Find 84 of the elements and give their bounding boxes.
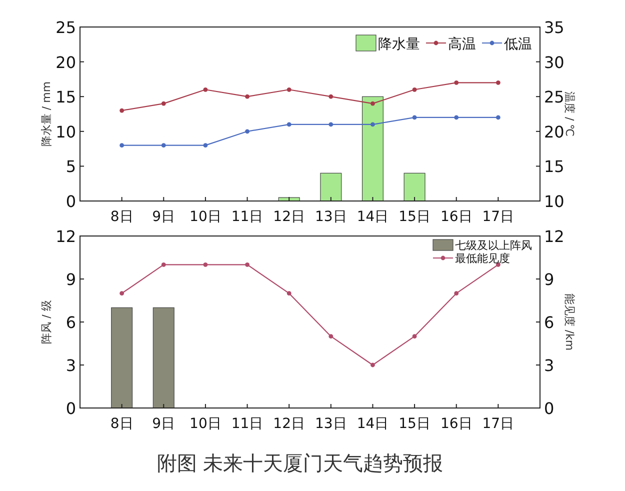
point — [245, 262, 250, 267]
point — [454, 115, 459, 120]
y-tick-label: 12 — [56, 227, 76, 246]
x-tick-label: 11日 — [231, 209, 264, 225]
legend-label: 低温 — [504, 36, 532, 52]
x-tick-label: 12日 — [273, 416, 306, 432]
x-tick-label: 10日 — [190, 209, 222, 225]
x-tick-label: 8日 — [110, 416, 134, 432]
point — [161, 143, 166, 148]
x-tick-label: 17日 — [482, 416, 514, 432]
y2-axis-title: 温度 / ℃ — [563, 91, 576, 137]
x-tick-label: 8日 — [110, 209, 134, 225]
x-tick-label: 16日 — [440, 416, 472, 432]
legend-label: 高温 — [448, 36, 476, 52]
x-tick-label: 9日 — [152, 209, 176, 225]
point — [328, 94, 334, 99]
point — [412, 87, 417, 92]
y-tick-label: 5 — [66, 157, 76, 176]
x-tick-label: 10日 — [190, 416, 222, 432]
point — [496, 80, 500, 85]
legend-label: 最低能见度 — [455, 252, 510, 266]
bar — [404, 172, 426, 202]
y2-tick-label: 6 — [544, 313, 554, 332]
x-tick-label: 11日 — [231, 416, 264, 432]
point — [454, 80, 459, 85]
point — [245, 94, 250, 99]
point — [203, 87, 208, 92]
y2-tick-label: 25 — [544, 88, 564, 107]
y-tick-label: 3 — [66, 356, 76, 375]
legend-label: 降水量 — [378, 36, 420, 52]
point — [328, 334, 334, 339]
y2-axis-title: 能见度 /km — [563, 293, 576, 351]
point — [412, 334, 417, 339]
point — [120, 108, 124, 113]
y2-tick-label: 15 — [544, 157, 564, 176]
y-tick-label: 0 — [66, 399, 76, 418]
point — [496, 115, 500, 120]
point — [286, 122, 292, 127]
y-tick-label: 6 — [66, 313, 76, 332]
legend-label: 七级及以上阵风 — [455, 239, 532, 252]
point — [161, 262, 166, 267]
y2-tick-label: 3 — [544, 356, 554, 375]
y-tick-label: 9 — [66, 270, 76, 289]
y2-tick-label: 9 — [544, 270, 554, 289]
x-tick-label: 9日 — [152, 416, 176, 432]
point — [245, 129, 250, 134]
point — [161, 101, 166, 106]
point — [328, 122, 334, 127]
y-axis-title: 降水量 / mm — [40, 81, 53, 147]
x-tick-label: 16日 — [440, 209, 472, 225]
y2-tick-label: 10 — [544, 192, 564, 211]
y2-tick-label: 20 — [544, 122, 564, 142]
point — [120, 291, 124, 296]
point — [370, 362, 375, 368]
point — [203, 143, 208, 148]
bar — [320, 172, 342, 202]
x-tick-label: 17日 — [482, 209, 514, 225]
y-tick-label: 20 — [56, 52, 76, 72]
x-tick-label: 14日 — [356, 416, 389, 432]
point — [120, 143, 124, 148]
point — [454, 291, 459, 296]
x-tick-label: 15日 — [398, 209, 430, 225]
point — [370, 122, 375, 127]
point — [370, 101, 375, 106]
bar — [362, 96, 384, 202]
point — [203, 262, 208, 267]
x-tick-label: 15日 — [398, 416, 430, 432]
y-tick-label: 25 — [56, 18, 76, 37]
x-tick-label: 14日 — [356, 209, 389, 225]
y2-tick-label: 30 — [544, 52, 564, 72]
y-axis-title: 阵风 / 级 — [40, 300, 53, 344]
x-tick-label: 13日 — [314, 209, 347, 225]
y-tick-label: 0 — [66, 192, 76, 211]
y2-tick-label: 0 — [544, 399, 554, 418]
y-tick-label: 15 — [56, 88, 76, 107]
point — [286, 87, 292, 92]
y2-tick-label: 35 — [544, 18, 564, 37]
x-tick-label: 12日 — [273, 209, 306, 225]
text: 附图 未来十天厦门天气趋势预报 — [156, 451, 444, 475]
x-tick-label: 13日 — [314, 416, 347, 432]
y-tick-label: 10 — [56, 122, 76, 142]
point — [412, 115, 417, 120]
point — [286, 291, 292, 296]
y2-tick-label: 12 — [544, 227, 564, 246]
